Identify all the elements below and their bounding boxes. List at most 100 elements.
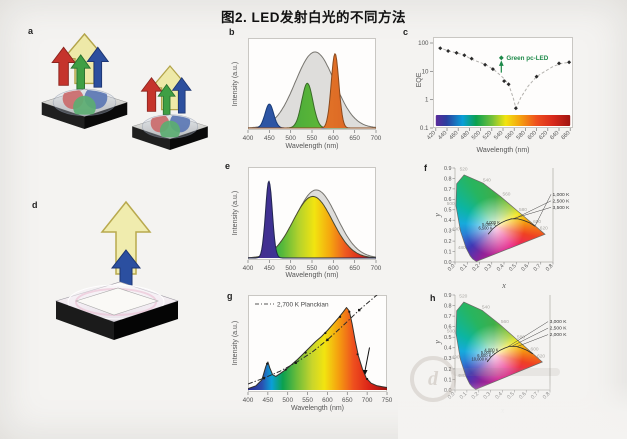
g-y-axis-label: Intensity (a.u.) (232, 320, 239, 366)
locus-wavelength-label: 500 (447, 328, 455, 334)
x-tick-label: 0.1 (459, 263, 469, 273)
series-group (248, 51, 376, 129)
locus-wavelength-label: 580 (517, 334, 525, 340)
locus-wavelength-label: 480 (458, 373, 466, 379)
locus-wavelength-label: 560 (502, 192, 510, 198)
rgb-led-package-2 (132, 66, 208, 150)
spectral-locus-outline (455, 301, 543, 390)
locus-wavelength-label: 520 (459, 294, 467, 300)
green-pcled-point (498, 55, 504, 61)
down-arrow-line (364, 347, 371, 371)
x-tick-label: 650 (349, 135, 360, 142)
b-x-axis-label: Wavelength (nm) (285, 143, 339, 150)
x-tick-label: 500 (471, 130, 482, 141)
x-tick-label: 400 (243, 397, 254, 404)
locus-wavelength-label: 620 (537, 353, 545, 359)
watermark-logo: d (410, 356, 456, 402)
y-tick-label: 0.8 (444, 176, 452, 182)
watermark-text-bar (452, 368, 560, 376)
data-marker (284, 368, 287, 371)
planckian-marker (378, 292, 380, 294)
series-area-blue-led-peak (248, 104, 376, 128)
planckian-marker (294, 361, 297, 364)
package-side-face (114, 301, 178, 340)
x-tick-label: 600 (328, 265, 339, 272)
planckian-marker (262, 376, 266, 380)
y-tick-label: 0.5 (444, 335, 452, 341)
planckian-marker (358, 308, 361, 312)
x-tick-label: 0.0 (447, 263, 457, 273)
locus-wavelength-label: 560 (501, 319, 509, 325)
planckian-locus (487, 218, 536, 235)
y-tick-label: 0.8 (444, 303, 452, 309)
y-tick-label: 1 (425, 97, 429, 104)
series-line-red-led-peak (248, 53, 376, 129)
h-y-axis-label: y (433, 340, 442, 344)
legend-label: 2,700 K Planckian (277, 302, 329, 309)
eqe-data-point (469, 56, 474, 61)
b-y-axis-label: Intensity (a.u.) (232, 61, 239, 107)
temperature-label: 6,500 K (477, 353, 491, 358)
eqe-data-point (446, 49, 451, 54)
panel-label-e: e (225, 161, 231, 171)
y-tick-label: 0.1 (444, 249, 452, 255)
x-tick-label: 520 (482, 130, 493, 141)
y-tick-label: 10 (422, 68, 429, 75)
temperature-callout: 2,500 K (553, 198, 571, 204)
planckian-marker (326, 338, 329, 342)
x-tick-label: 0.5 (508, 263, 518, 273)
callout-leader (506, 207, 552, 221)
x-tick-label: 450 (264, 265, 275, 272)
x-tick-label: 750 (382, 397, 393, 404)
annotation-label: Green pc-LED (506, 55, 548, 62)
locus-wavelength-label: 490 (452, 227, 460, 233)
y-tick-label: 0.6 (444, 325, 452, 331)
data-marker (339, 315, 342, 318)
temperature-label: 5,000 K (482, 222, 496, 227)
g-x-axis-label: Wavelength (nm) (290, 405, 345, 412)
e-x-axis-label: Wavelength (nm) (285, 272, 339, 279)
data-marker (356, 353, 359, 356)
spectrum-chart-e: 400 450 500 550 600 650 700 (243, 167, 382, 272)
locus-wavelength-label: 620 (540, 226, 548, 232)
panel-label-d: d (32, 200, 38, 210)
phosphor-led-illustration (55, 200, 179, 340)
x-tick-label: 700 (371, 265, 382, 272)
x-tick-label: 650 (349, 265, 360, 272)
y-tick-label: 0.9 (444, 293, 452, 299)
locus-wavelength-label: 580 (519, 207, 527, 213)
locus-wavelength-label: 600 (531, 346, 539, 352)
series-area-eye-sensitivity-envelope (248, 52, 376, 128)
x-tick-label: 400 (243, 135, 254, 142)
x-tick-label: 450 (264, 135, 275, 142)
e-y-axis-label: Intensity (a.u.) (232, 190, 239, 236)
x-tick-label: 500 (285, 265, 296, 272)
x-tick-label: 450 (263, 397, 274, 404)
eqe-data-point (534, 74, 539, 79)
x-tick-label: 540 (493, 130, 504, 141)
panel-label-b: b (229, 27, 235, 37)
eqe-data-point (506, 82, 511, 87)
y-tick-label: 0.6 (444, 197, 452, 203)
eqe-data-point (483, 62, 488, 67)
x-tick-label: 560 (505, 130, 516, 141)
data-marker (348, 310, 351, 313)
series-area-green-led-peak (248, 83, 376, 128)
panel-label-c: c (403, 27, 409, 37)
x-tick-label: 700 (362, 397, 373, 404)
temperature-callout: 2,500 K (550, 326, 568, 332)
x-tick-label: 600 (322, 397, 333, 404)
y-tick-label: 0.0 (444, 260, 452, 266)
x-tick-label: 550 (307, 265, 318, 272)
callout-leader (512, 327, 549, 347)
y-tick-label: 0.4 (444, 346, 452, 352)
panel-label-a: a (28, 26, 34, 36)
panel-label-f: f (424, 163, 427, 173)
y-tick-label: 0.3 (444, 229, 452, 235)
series-line-warm-white-led-spectrum (248, 307, 387, 390)
temperature-callout: 2,000 K (550, 332, 568, 338)
locus-wavelength-label: 500 (447, 201, 455, 207)
eqe-data-point (454, 50, 459, 55)
x-tick-label: 420 (426, 130, 437, 141)
temperature-label: 4,000 K (484, 347, 498, 352)
